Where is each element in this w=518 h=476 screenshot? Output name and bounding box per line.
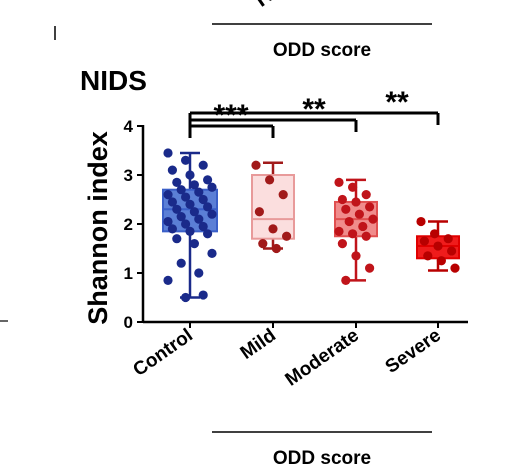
data-point xyxy=(172,204,182,214)
data-point xyxy=(194,187,204,197)
data-point xyxy=(189,180,199,190)
data-point xyxy=(167,165,177,175)
data-point xyxy=(207,248,217,258)
data-point xyxy=(181,155,191,165)
data-point xyxy=(450,263,460,273)
data-point xyxy=(419,236,429,246)
data-point xyxy=(194,268,204,278)
data-point xyxy=(365,202,375,212)
data-point xyxy=(361,190,371,200)
cropped-top-text: N xyxy=(249,0,279,12)
axes: 0 1 2 3 4 xyxy=(124,117,468,332)
data-point xyxy=(185,199,195,209)
data-point xyxy=(198,194,208,205)
data-point xyxy=(433,241,443,251)
data-point xyxy=(194,214,204,224)
data-point xyxy=(278,190,288,200)
boxes xyxy=(162,148,460,303)
data-point xyxy=(172,234,182,244)
significance-brackets: *** ** ** xyxy=(188,86,440,138)
significance-label: ** xyxy=(385,86,409,119)
data-point xyxy=(334,177,344,187)
data-point xyxy=(348,229,358,239)
data-point xyxy=(176,185,186,195)
data-point xyxy=(341,275,351,285)
data-point xyxy=(203,202,213,212)
data-point xyxy=(337,239,347,249)
y-tick-label: 3 xyxy=(124,166,133,185)
x-tick-label: Severe xyxy=(382,325,445,378)
data-point xyxy=(344,216,354,227)
data-point xyxy=(268,224,278,234)
x-axis-group-label: ODD score xyxy=(273,448,371,469)
data-point xyxy=(368,214,378,224)
data-point xyxy=(176,212,186,222)
data-point xyxy=(354,209,364,219)
significance-mild: *** xyxy=(188,99,275,138)
data-point xyxy=(181,219,191,229)
data-point xyxy=(348,182,358,192)
data-point xyxy=(423,251,433,261)
data-point xyxy=(443,234,453,244)
data-point xyxy=(198,160,208,170)
data-point xyxy=(430,229,440,239)
data-point xyxy=(198,221,208,232)
data-point xyxy=(447,246,457,256)
significance-label: ** xyxy=(302,93,326,126)
data-point xyxy=(334,226,344,236)
top-group-label: ODD score xyxy=(273,40,371,61)
data-point xyxy=(358,221,368,232)
data-point xyxy=(207,182,217,192)
significance-label: *** xyxy=(213,99,248,132)
data-point xyxy=(203,175,213,185)
data-point xyxy=(337,194,347,205)
box-control xyxy=(162,148,218,303)
box-moderate xyxy=(334,177,378,285)
data-point xyxy=(416,216,426,227)
x-tick-label: Moderate xyxy=(282,325,363,391)
data-point xyxy=(189,239,199,249)
box-mild xyxy=(251,160,295,254)
data-point xyxy=(207,209,217,219)
data-point xyxy=(163,275,173,285)
data-point xyxy=(341,204,351,214)
data-point xyxy=(181,192,191,202)
data-point xyxy=(167,197,177,207)
data-point xyxy=(172,177,182,187)
data-point xyxy=(254,207,264,217)
chart-title: NIDS xyxy=(80,65,147,96)
data-point xyxy=(282,231,292,241)
data-point xyxy=(351,197,361,207)
data-point xyxy=(251,160,261,170)
y-tick-label: 1 xyxy=(124,264,133,283)
x-tick-label: Mild xyxy=(237,325,280,364)
data-point xyxy=(163,190,173,200)
data-point xyxy=(265,175,275,185)
y-tick-label: 2 xyxy=(124,215,133,234)
data-point xyxy=(163,148,173,158)
y-tick-label: 4 xyxy=(124,117,134,136)
data-point xyxy=(189,207,199,217)
data-point xyxy=(365,263,375,273)
data-point xyxy=(361,231,371,241)
data-point xyxy=(185,170,195,180)
data-point xyxy=(163,216,173,227)
y-axis-label: Shannon index xyxy=(83,131,113,325)
x-tick-labels: Control Mild Moderate Severe xyxy=(129,325,444,391)
significance-severe: ** xyxy=(188,86,440,125)
y-tick-label: 0 xyxy=(124,313,133,332)
data-point xyxy=(167,224,177,234)
data-point xyxy=(181,292,191,303)
data-point xyxy=(436,256,446,266)
data-point xyxy=(258,239,268,249)
data-point xyxy=(271,243,281,254)
data-point xyxy=(198,290,208,300)
data-point xyxy=(176,258,186,268)
x-tick-label: Control xyxy=(129,325,196,381)
data-point xyxy=(203,229,213,239)
data-point xyxy=(351,251,361,261)
data-point xyxy=(185,226,195,236)
box-severe xyxy=(416,216,460,273)
